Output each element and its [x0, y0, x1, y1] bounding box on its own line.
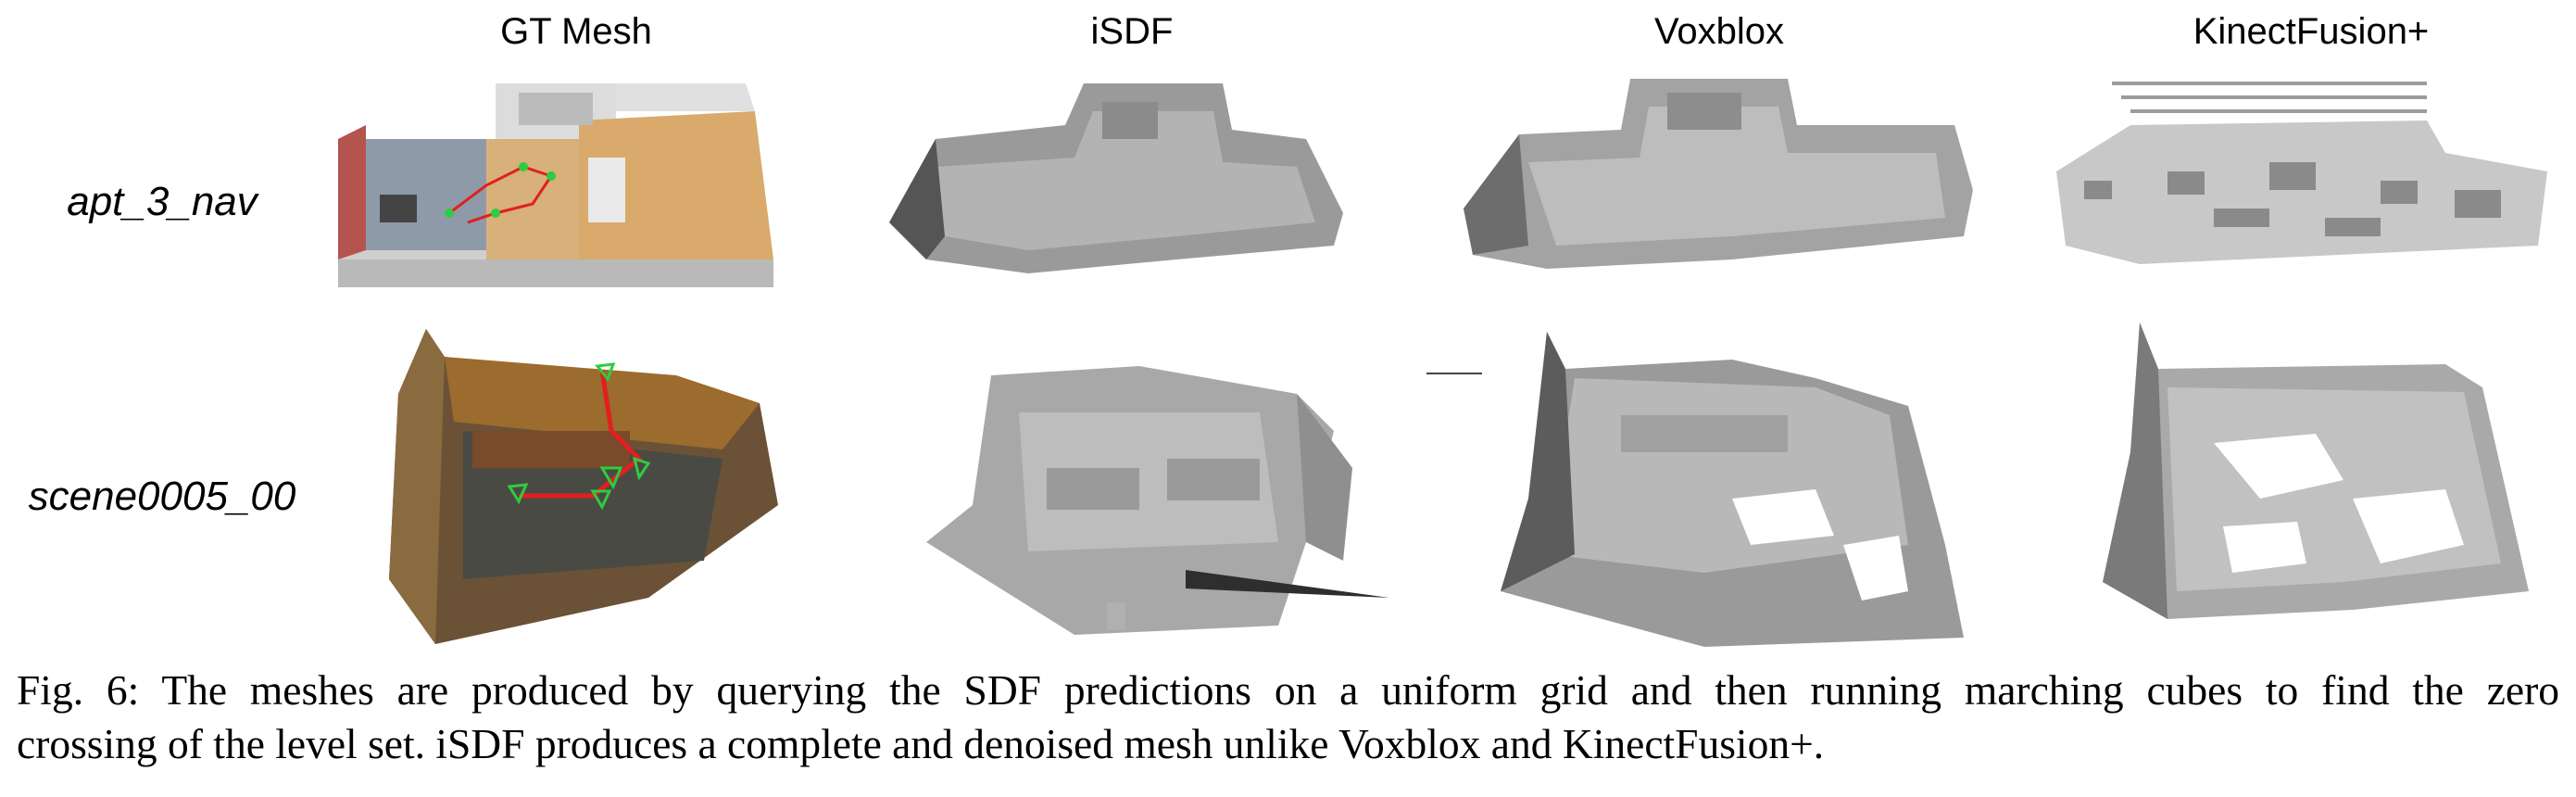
column-header-isdf: iSDF: [1090, 11, 1174, 52]
figure-caption: Fig. 6: The meshes are produced by query…: [17, 664, 2559, 771]
caption-line-1: Fig. 6: The meshes are produced by query…: [17, 666, 2559, 714]
kinectfusion-scene-image: [2075, 313, 2575, 638]
row-label-apt-3-nav: apt_3_nav: [67, 179, 258, 224]
isdf-apt-image: [871, 74, 1389, 301]
row-label-scene0005-00: scene0005_00: [28, 474, 296, 519]
gt-mesh-apt-image: [310, 74, 810, 310]
column-header-voxblox: Voxblox: [1653, 11, 1785, 52]
voxblox-apt-image: [1436, 70, 1992, 301]
kinectfusion-apt-image: [2029, 70, 2566, 306]
column-header-gt-mesh: GT Mesh: [500, 11, 652, 52]
caption-line-2: crossing of the level set. iSDF produces…: [17, 720, 1825, 767]
voxblox-scene-image: [1426, 313, 2019, 658]
gt-mesh-scene-image: [371, 320, 815, 653]
column-header-kinectfusion: KinectFusion+: [2193, 11, 2430, 52]
isdf-scene-image: [908, 357, 1389, 639]
